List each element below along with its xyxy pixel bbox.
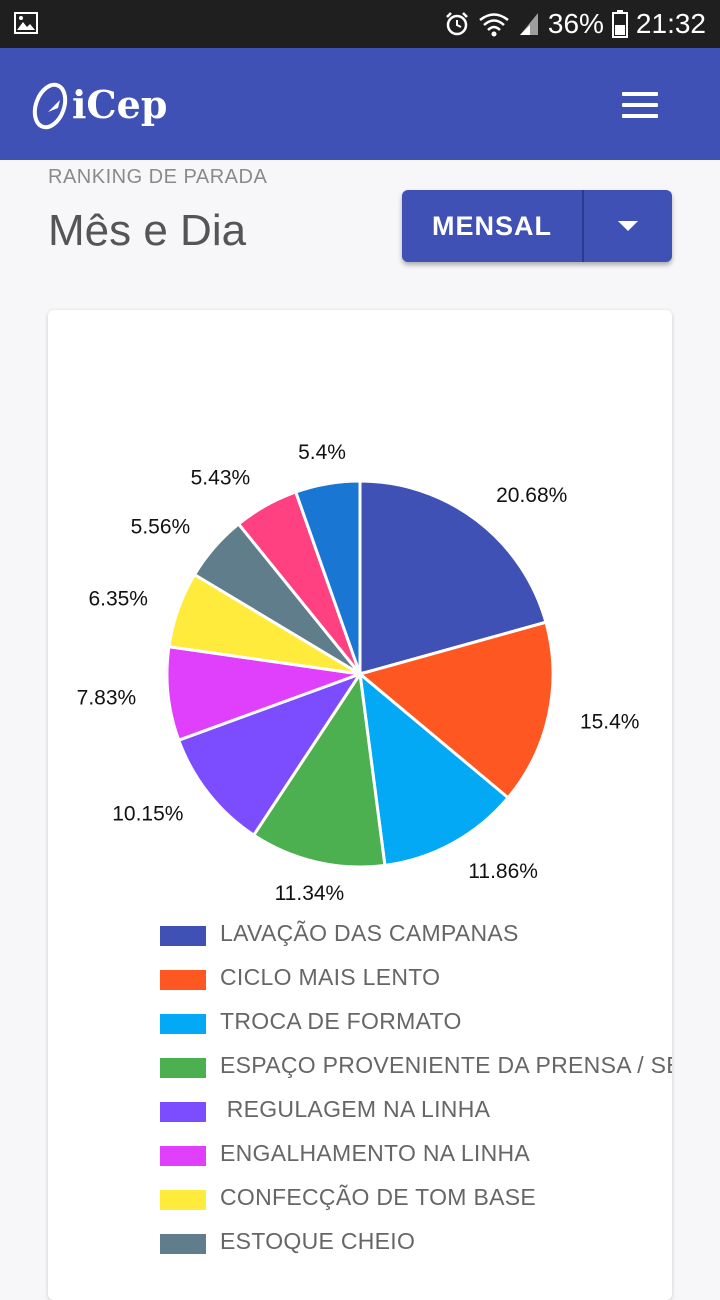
battery-percent: 36% bbox=[547, 8, 604, 39]
legend-swatch bbox=[160, 1058, 206, 1078]
pie-slice[interactable] bbox=[356, 620, 555, 800]
period-divider bbox=[582, 190, 584, 262]
legend-label: LAVAÇÃO DAS CAMPANAS bbox=[220, 920, 519, 946]
legend-label: ESPAÇO PROVENIENTE DA PRENSA / SEC bbox=[220, 1052, 672, 1078]
legend-item[interactable]: REGULAGEM NA LINHA bbox=[160, 1090, 672, 1134]
section-label: RANKING DE PARADA bbox=[48, 166, 268, 188]
slice-percent-label: 5.56% bbox=[131, 515, 191, 538]
legend-swatch bbox=[160, 970, 206, 990]
legend-item[interactable]: ESTOQUE CHEIO bbox=[160, 1222, 672, 1266]
legend-label: CICLO MAIS LENTO bbox=[220, 964, 441, 990]
slice-percent-label: 11.86% bbox=[468, 860, 538, 883]
chart-legend: LAVAÇÃO DAS CAMPANAS CICLO MAIS LENTO TROC… bbox=[160, 914, 672, 1266]
legend-swatch bbox=[160, 1014, 206, 1034]
wifi-icon bbox=[479, 13, 509, 37]
legend-swatch bbox=[160, 1102, 206, 1122]
legend-swatch bbox=[160, 1146, 206, 1166]
pie-slice[interactable] bbox=[358, 479, 548, 676]
period-button[interactable]: MENSAL bbox=[432, 210, 552, 241]
legend-item[interactable]: ENGALHAMENTO NA LINHA bbox=[160, 1134, 672, 1178]
slice-percent-label: 11.34% bbox=[275, 882, 345, 905]
chart-card: 20.68% 15.4% 11.86% 11.34% 10.15% 7.83% 6.35% 5… bbox=[48, 310, 672, 1300]
pie-slice[interactable] bbox=[176, 671, 364, 838]
period-dropdown-button[interactable] bbox=[584, 190, 672, 262]
image-icon bbox=[14, 12, 38, 34]
legend-swatch bbox=[160, 1234, 206, 1254]
legend-label: TROCA DE FORMATO bbox=[220, 1008, 462, 1034]
legend-item[interactable]: TROCA DE FORMATO bbox=[160, 1002, 672, 1046]
slice-percent-label: 5.4% bbox=[298, 441, 346, 464]
legend-item[interactable]: LAVAÇÃO DAS CAMPANAS bbox=[160, 914, 672, 958]
pie-slice[interactable] bbox=[358, 670, 511, 868]
status-bar: 36% 21:32 bbox=[0, 0, 720, 48]
legend-label: CONFECÇÃO DE TOM BASE bbox=[220, 1184, 537, 1210]
pie-slice[interactable] bbox=[165, 644, 361, 743]
slice-percent-label: 5.43% bbox=[191, 467, 251, 490]
period-selector: MENSAL bbox=[402, 190, 672, 262]
logo-mark-icon bbox=[32, 82, 68, 130]
caret-down-icon bbox=[618, 221, 638, 231]
slice-percent-label: 6.35% bbox=[88, 588, 148, 611]
legend-item[interactable]: ESPAÇO PROVENIENTE DA PRENSA / SEC bbox=[160, 1046, 672, 1090]
pie-chart: 20.68% 15.4% 11.86% 11.34% 10.15% 7.83% 6.35% 5… bbox=[77, 441, 640, 905]
legend-label: ENGALHAMENTO NA LINHA bbox=[220, 1140, 531, 1166]
clock: 21:32 bbox=[635, 8, 706, 39]
pie-slice[interactable] bbox=[251, 669, 387, 869]
signal-icon bbox=[519, 13, 538, 35]
legend-label: REGULAGEM NA LINHA bbox=[220, 1096, 491, 1122]
page-title: Mês e Dia bbox=[48, 206, 247, 255]
legend-swatch bbox=[160, 926, 206, 946]
pie-slice[interactable] bbox=[293, 479, 362, 675]
battery-icon bbox=[611, 10, 628, 38]
legend-swatch bbox=[160, 1190, 206, 1210]
legend-item[interactable]: CICLO MAIS LENTO bbox=[160, 958, 672, 1002]
slice-percent-label: 15.4% bbox=[580, 710, 640, 733]
app-logo[interactable]: iCep bbox=[30, 76, 167, 132]
menu-button[interactable] bbox=[614, 84, 666, 124]
app-bar: iCep bbox=[0, 48, 720, 160]
legend-item[interactable]: CONFECÇÃO DE TOM BASE bbox=[160, 1178, 672, 1222]
slice-percent-label: 20.68% bbox=[496, 484, 567, 507]
logo-text: iCep bbox=[72, 81, 168, 127]
slice-percent-label: 10.15% bbox=[112, 803, 183, 826]
alarm-icon bbox=[445, 12, 468, 36]
slice-percent-label: 7.83% bbox=[77, 686, 137, 709]
legend-label: ESTOQUE CHEIO bbox=[220, 1228, 416, 1254]
